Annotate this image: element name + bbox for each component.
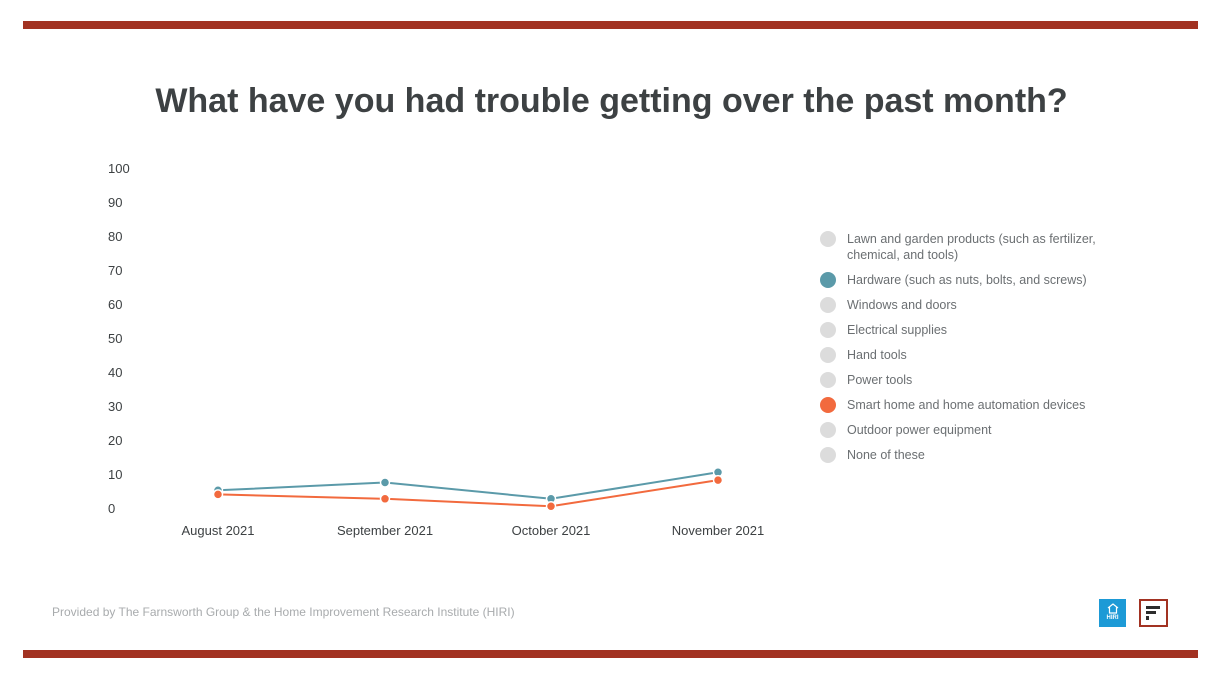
x-tick-label: November 2021 bbox=[672, 523, 765, 538]
y-tick-label: 20 bbox=[108, 433, 122, 448]
legend-label: Electrical supplies bbox=[847, 323, 948, 337]
data-point[interactable] bbox=[545, 501, 557, 512]
legend-item[interactable]: Hand tools bbox=[820, 347, 1120, 363]
chart-legend: Lawn and garden products (such as fertil… bbox=[820, 231, 1120, 472]
legend-item[interactable]: Hardware (such as nuts, bolts, and screw… bbox=[820, 272, 1120, 288]
chart-title: What have you had trouble getting over t… bbox=[155, 82, 1068, 120]
legend-marker bbox=[820, 322, 836, 338]
data-point[interactable] bbox=[712, 474, 724, 486]
y-tick-label: 70 bbox=[108, 263, 122, 278]
legend-item[interactable]: Power tools bbox=[820, 372, 1120, 388]
y-tick-label: 50 bbox=[108, 331, 122, 346]
series-line bbox=[217, 471, 719, 500]
y-tick-label: 90 bbox=[108, 195, 122, 210]
house-icon bbox=[1107, 603, 1118, 614]
legend-label: Outdoor power equipment bbox=[847, 423, 992, 437]
data-point[interactable] bbox=[212, 489, 224, 500]
y-tick-label: 0 bbox=[108, 501, 115, 516]
hiri-logo: HIRI bbox=[1099, 599, 1126, 627]
legend-item[interactable]: Lawn and garden products (such as fertil… bbox=[820, 231, 1120, 263]
legend-marker bbox=[820, 347, 836, 363]
hiri-logo-text: HIRI bbox=[1106, 615, 1119, 621]
y-tick-label: 40 bbox=[108, 365, 122, 380]
legend-label: Hand tools bbox=[847, 348, 907, 362]
bottom-accent-rule bbox=[23, 650, 1198, 658]
data-point[interactable] bbox=[379, 493, 391, 505]
y-tick-label: 10 bbox=[108, 467, 122, 482]
legend-label: Windows and doors bbox=[847, 298, 957, 312]
legend-marker bbox=[820, 272, 836, 288]
legend-marker bbox=[820, 422, 836, 438]
legend-item[interactable]: Outdoor power equipment bbox=[820, 422, 1120, 438]
x-tick-label: October 2021 bbox=[512, 523, 591, 538]
data-point[interactable] bbox=[379, 477, 391, 488]
y-tick-label: 100 bbox=[108, 161, 130, 176]
y-tick-label: 30 bbox=[108, 399, 122, 414]
y-axis: 0 10 20 30 40 50 60 70 80 90 100 bbox=[108, 161, 130, 516]
farnsworth-logo bbox=[1139, 599, 1168, 627]
legend-item[interactable]: Smart home and home automation devices bbox=[820, 397, 1120, 413]
legend-label: Smart home and home automation devices bbox=[847, 398, 1086, 412]
legend-marker bbox=[820, 231, 836, 247]
top-accent-rule bbox=[23, 21, 1198, 29]
series-line bbox=[217, 479, 719, 508]
x-tick-label: August 2021 bbox=[181, 523, 254, 538]
y-tick-label: 80 bbox=[108, 229, 122, 244]
x-axis: August 2021 September 2021 October 2021 Nov… bbox=[181, 523, 764, 538]
legend-item[interactable]: None of these bbox=[820, 447, 1120, 463]
legend-marker bbox=[820, 447, 836, 463]
legend-marker bbox=[820, 297, 836, 313]
legend-label: Power tools bbox=[847, 373, 913, 387]
footer-credit: Provided by The Farnsworth Group & the H… bbox=[52, 605, 515, 619]
series-lines bbox=[217, 471, 719, 508]
legend-label: None of these bbox=[847, 448, 925, 462]
series-points bbox=[212, 467, 724, 512]
legend-label: Hardware (such as nuts, bolts, and screw… bbox=[847, 273, 1087, 287]
legend-item[interactable]: Windows and doors bbox=[820, 297, 1120, 313]
x-tick-label: September 2021 bbox=[337, 523, 433, 538]
legend-item[interactable]: Electrical supplies bbox=[820, 322, 1120, 338]
legend-label: Lawn and garden products (such as fertil… bbox=[847, 232, 1096, 262]
legend-marker bbox=[820, 397, 836, 413]
y-tick-label: 60 bbox=[108, 297, 122, 312]
legend-marker bbox=[820, 372, 836, 388]
